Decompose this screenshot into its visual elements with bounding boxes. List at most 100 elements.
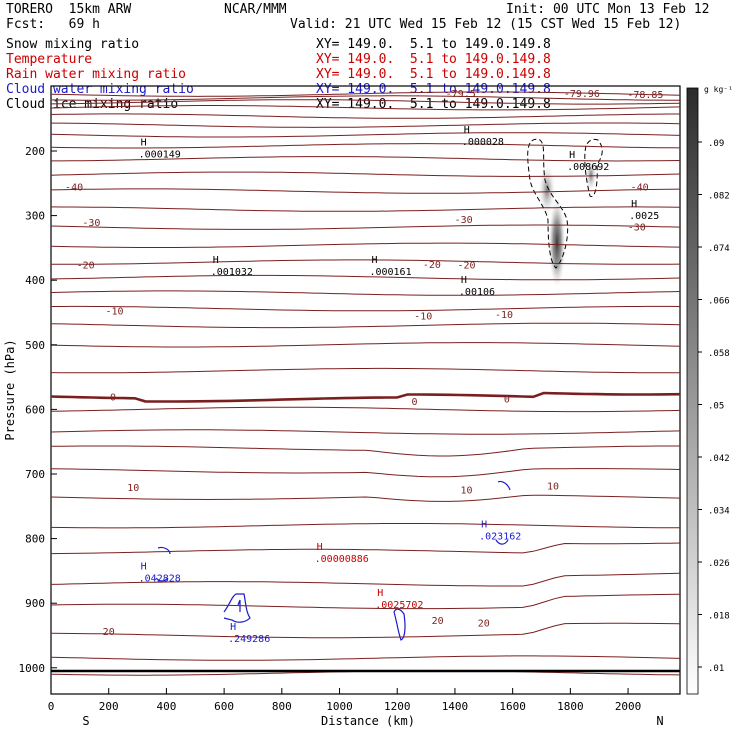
isotherm-label: -40 — [631, 183, 649, 194]
snow-shading-upper — [538, 162, 556, 218]
maximum-value: .001032 — [211, 267, 253, 278]
cloud-ice-outline — [527, 138, 569, 269]
forecast-hour: Fcst: 69 h — [6, 17, 100, 32]
isotherm-label: -20 — [77, 261, 95, 272]
isotherm-line — [50, 322, 681, 329]
snow-shading-right — [585, 157, 597, 193]
isotherm-line — [51, 122, 681, 128]
maximum-value: .023162 — [479, 531, 521, 542]
isotherm-label: 20 — [478, 619, 490, 630]
colorbar-tick-label: .042 — [708, 454, 730, 464]
isotherm-label: -79.5 — [446, 89, 476, 100]
maximum-marker: H — [569, 150, 575, 161]
isotherm-label: 20 — [103, 627, 115, 638]
isotherm-line — [50, 290, 681, 296]
maximum-value: .249286 — [228, 634, 270, 645]
maximum-marker: H — [317, 542, 323, 553]
isotherm-label: -78.85 — [627, 90, 663, 101]
isotherm-label: 0 — [110, 392, 116, 403]
isotherm-line — [50, 406, 681, 413]
isotherm-label: -30 — [82, 218, 100, 229]
maximum-marker: H — [213, 255, 219, 266]
maximum-labels: H.000149H.000028H.008692H.0025H.001032H.… — [139, 125, 660, 645]
isotherm-label: 10 — [127, 483, 139, 494]
isotherm-line — [50, 188, 681, 194]
isotherm-label: 10 — [460, 486, 472, 497]
x-tick-label: 2000 — [615, 700, 642, 713]
cloud-ice-outline-right — [584, 138, 603, 197]
colorbar-tick-label: .082 — [708, 192, 730, 202]
maximum-marker: H — [141, 138, 147, 149]
isotherm-line — [50, 342, 681, 348]
maximum-value: .000028 — [462, 137, 504, 148]
isotherm-line — [50, 274, 681, 281]
y-tick-label: 400 — [25, 274, 45, 287]
y-tick-label: 200 — [25, 145, 45, 158]
field-name-cloud-ice: Cloud ice mixing ratio — [6, 97, 179, 112]
isotherm-line — [50, 105, 681, 111]
colorbar-ticks: .09 .082 .074 .066 .058 .05 .042 .034 .026 .018 .0… — [698, 139, 730, 674]
colorbar-tick-label: .01 — [708, 664, 724, 674]
isotherm-labels: -79.96 -78.85 -79.5 -40 -40 -30 -30 -30 -20 -20 -2… — [65, 89, 663, 638]
isotherm-line — [50, 143, 681, 149]
x-tick-label: 600 — [214, 700, 234, 713]
colorbar — [686, 87, 699, 695]
colorbar-tick-label: .05 — [708, 402, 724, 412]
isotherm-label: -20 — [457, 261, 475, 272]
isotherm-line — [50, 445, 680, 457]
colorbar-tick-label: .034 — [708, 507, 730, 517]
field-xy-rain: XY= 149.0. 5.1 to 149.0.149.8 — [316, 67, 551, 82]
y-axis-title: Pressure (hPa) — [3, 339, 17, 440]
isotherm-line — [50, 468, 681, 478]
center-label: NCAR/MMM — [224, 2, 287, 17]
y-tick-label: 900 — [25, 597, 45, 610]
y-axis: 200 300 400 500 600 700 800 900 1000 — [19, 145, 57, 675]
maximum-marker: H — [481, 519, 487, 530]
freezing-level-line — [50, 391, 681, 403]
isotherm-line — [50, 523, 680, 529]
isotherm-line — [51, 305, 681, 312]
isotherm-label: 0 — [504, 394, 510, 405]
colorbar-tick-label: .026 — [708, 559, 730, 569]
isotherm-label: 10 — [547, 482, 559, 493]
isotherm-line — [50, 206, 681, 212]
isotherm-line — [50, 113, 680, 119]
x-axis-title: Distance (km) — [321, 714, 415, 728]
isotherm-label: -10 — [414, 312, 432, 323]
y-tick-label: 500 — [25, 339, 45, 352]
isotherm-label: 0 — [412, 397, 418, 408]
y-tick-label: 1000 — [19, 662, 46, 675]
colorbar-units: g kg⁻¹ — [704, 85, 733, 94]
isotherm-line — [50, 99, 681, 105]
y-tick-label: 700 — [25, 468, 45, 481]
isotherm-line — [50, 367, 680, 374]
isotherm-line — [51, 259, 681, 265]
isotherm-line — [50, 622, 681, 639]
colorbar-tick-label: .09 — [708, 139, 724, 149]
north-label: N — [656, 714, 663, 728]
isotherm-label: -40 — [65, 183, 83, 194]
maximum-marker: H — [464, 125, 470, 136]
x-axis: 0 200 400 600 800 1000 1200 1400 1600 1800 2000 — [48, 688, 642, 713]
plot-frame — [50, 85, 681, 695]
isotherm-label: -30 — [628, 223, 646, 234]
colorbar-tick-label: .018 — [708, 612, 730, 622]
x-tick-label: 400 — [156, 700, 176, 713]
maximum-marker: H — [461, 275, 467, 286]
isotherm-line — [51, 156, 681, 162]
colorbar-tick-label: .058 — [708, 349, 730, 359]
isotherm-line — [50, 224, 681, 230]
maximum-value: .042828 — [139, 573, 181, 584]
isotherm-line — [50, 593, 681, 610]
isotherm-line — [50, 572, 681, 587]
field-xy-snow: XY= 149.0. 5.1 to 149.0.149.8 — [316, 37, 551, 52]
isotherm-line — [50, 242, 681, 248]
isotherm-label: -10 — [105, 307, 123, 318]
valid-time: Valid: 21 UTC Wed 15 Feb 12 (15 CST Wed … — [290, 17, 682, 32]
colorbar-tick-label: .066 — [708, 297, 730, 307]
field-name-temperature: Temperature — [6, 52, 93, 67]
maximum-value: .00106 — [459, 287, 495, 298]
x-tick-label: 1800 — [557, 700, 584, 713]
